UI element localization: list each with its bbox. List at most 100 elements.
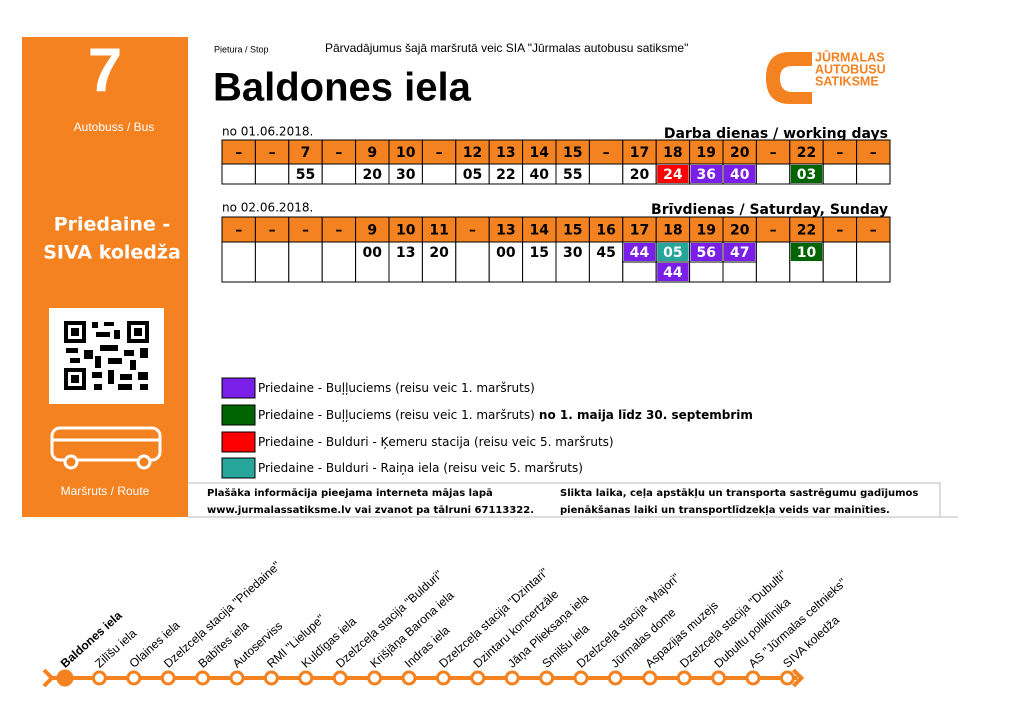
hour-cell <box>655 216 691 243</box>
minute-cell <box>421 241 457 283</box>
legend-text: Priedaine - Bulduri - Raiņa iela (reisu … <box>258 461 583 475</box>
hour: 14 <box>530 223 550 239</box>
hour: – <box>335 145 342 161</box>
hour-cell <box>388 216 423 243</box>
minute: 55 <box>563 167 582 183</box>
route-arrow <box>42 668 55 688</box>
legend-swatch <box>221 404 256 426</box>
minute-highlight <box>690 165 722 183</box>
legend-text: Priedaine - Buļļuciems (reisu veic 1. ma… <box>258 408 753 422</box>
stop-marker <box>298 670 314 686</box>
hour: – <box>770 223 777 239</box>
side-panel <box>22 37 188 517</box>
minute-cell <box>856 241 891 283</box>
footer-text: www.jurmalassatiksme.lv vai zvanot pa tā… <box>207 505 534 516</box>
footer <box>188 482 958 518</box>
hour: – <box>836 223 843 239</box>
minute-highlight <box>657 263 689 281</box>
hour: 22 <box>797 223 816 239</box>
hour: 19 <box>697 223 716 239</box>
stop-marker <box>332 670 348 686</box>
route-arrow <box>791 668 805 688</box>
minute: 00 <box>496 245 516 261</box>
timetable-date: no 01.06.2018. <box>222 125 313 139</box>
hour: – <box>302 223 309 239</box>
minute-cell <box>254 163 290 185</box>
hour: 15 <box>563 145 582 161</box>
minute-highlight <box>623 243 656 261</box>
hour: – <box>469 223 476 239</box>
minute-cell <box>288 241 323 283</box>
hour-cell <box>588 216 624 243</box>
minute: 20 <box>630 167 650 183</box>
logo: JŪRMALAS AUTOBUSU SATIKSME <box>766 50 886 104</box>
hour-cell <box>689 216 724 243</box>
legend-text: Priedaine - Bulduri - Ķemeru stacija (re… <box>258 435 614 449</box>
stop-marker <box>91 670 107 686</box>
hour: 17 <box>630 145 649 161</box>
legend-swatch <box>221 431 256 453</box>
stop-name: Baldones iela <box>213 66 472 110</box>
hour: – <box>235 223 242 239</box>
qr-code <box>49 308 164 404</box>
hour-cell <box>522 139 557 165</box>
stop-marker <box>779 670 795 686</box>
route-number: 7 <box>88 36 122 105</box>
minute-highlight <box>724 243 756 261</box>
hour: 12 <box>463 145 482 161</box>
hour: – <box>770 145 777 161</box>
minute-cell <box>856 163 891 185</box>
stop-marker <box>642 670 658 686</box>
footer-text: Plašāka informācija pieejama interneta m… <box>207 487 493 499</box>
hour: 22 <box>797 145 816 161</box>
minute: 55 <box>296 167 315 183</box>
hour-cell <box>355 139 390 165</box>
minute: 00 <box>363 245 383 261</box>
stop-marker <box>56 669 74 687</box>
hour-cell <box>555 139 590 165</box>
hour-cell <box>421 216 457 243</box>
hour-cell <box>822 216 858 243</box>
minute: 05 <box>663 245 682 261</box>
minute-cell <box>622 261 657 283</box>
stop-marker <box>126 670 142 686</box>
hour: 13 <box>496 145 515 161</box>
minute-cell <box>455 241 490 283</box>
destination: Priedaine - <box>54 214 171 236</box>
hour: 11 <box>429 223 448 239</box>
hour-cell <box>221 139 256 165</box>
minute-highlight <box>657 243 689 261</box>
minute-cell <box>822 163 858 185</box>
minute: 10 <box>797 245 817 261</box>
hour: 16 <box>596 223 615 239</box>
minute-cell <box>755 241 791 283</box>
bus-icon <box>50 426 162 470</box>
hour-cell <box>789 139 824 165</box>
minute: 20 <box>429 245 449 261</box>
hour: – <box>870 145 877 161</box>
stop-marker <box>573 670 589 686</box>
stop-marker <box>607 670 623 686</box>
minute-highlight <box>657 165 689 183</box>
hour-cell <box>288 139 323 165</box>
logo-text: AUTOBUSU <box>815 62 886 76</box>
stop-marker <box>263 670 279 686</box>
hour: 14 <box>530 145 550 161</box>
minute-highlight <box>690 243 722 261</box>
hour-cell <box>455 139 490 165</box>
minute-cell <box>588 163 624 185</box>
hour: 10 <box>396 223 416 239</box>
hour: – <box>836 145 843 161</box>
route-label: Maršruts / Route <box>61 484 150 498</box>
hour-cell <box>221 216 256 243</box>
stop-marker <box>539 670 555 686</box>
hour: – <box>235 145 242 161</box>
minute-cell <box>221 163 256 185</box>
footer-text: pienākšanas laiki un transportlīdzekļa v… <box>560 504 890 516</box>
hour-cell <box>689 139 724 165</box>
hour-cell <box>755 139 791 165</box>
minute-highlight <box>790 243 823 261</box>
minute-cell <box>689 261 724 283</box>
minute: 30 <box>563 245 583 261</box>
